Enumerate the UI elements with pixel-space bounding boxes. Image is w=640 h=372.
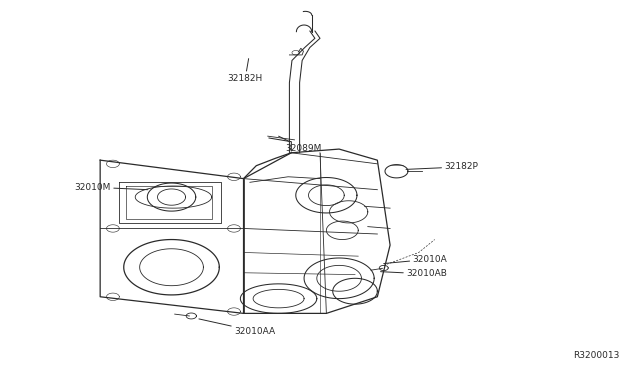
Text: 32010AB: 32010AB [381, 269, 447, 279]
Text: 32010AA: 32010AA [199, 319, 275, 336]
Text: 32010M: 32010M [75, 183, 148, 192]
Text: 32182P: 32182P [406, 163, 478, 171]
Text: 32089M: 32089M [278, 136, 321, 153]
Text: 32182H: 32182H [228, 59, 263, 83]
Text: 32010A: 32010A [384, 255, 447, 264]
Text: R3200013: R3200013 [573, 350, 620, 359]
